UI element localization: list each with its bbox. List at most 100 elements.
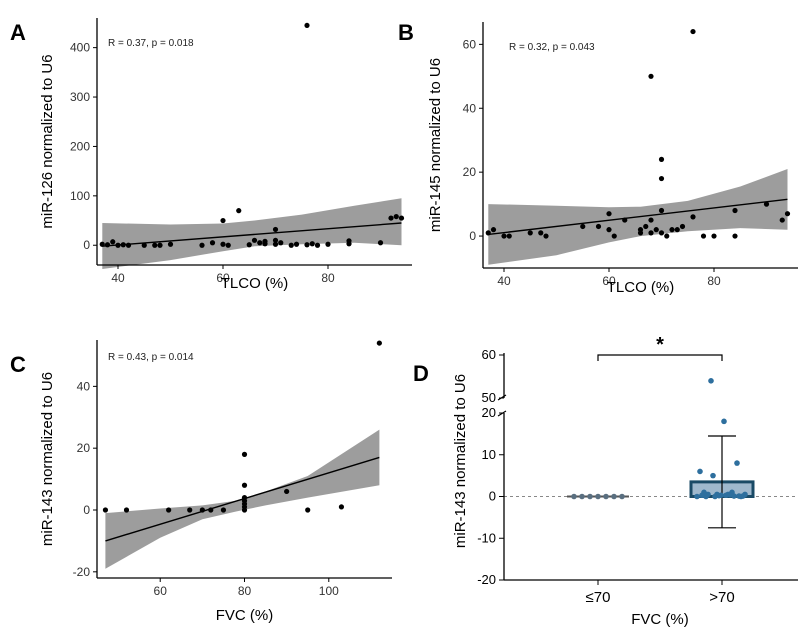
data-point — [490, 227, 497, 233]
y-tick-label: 20 — [463, 165, 477, 179]
data-point — [220, 507, 227, 513]
x-axis-label: TLCO (%) — [221, 275, 289, 292]
y-tick-label: 0 — [83, 503, 90, 517]
group-point — [619, 493, 625, 500]
data-point — [241, 451, 248, 457]
data-point — [220, 217, 226, 224]
data-point — [241, 482, 248, 488]
data-point — [580, 223, 586, 230]
data-point — [346, 238, 352, 244]
data-point — [152, 242, 158, 248]
y-axis-label: miR-126 normalized to U6 — [39, 54, 56, 228]
group-point — [723, 492, 729, 499]
group-point — [736, 493, 742, 499]
group-point — [710, 472, 716, 479]
data-point — [543, 233, 549, 239]
y-tick-label: 50 — [482, 390, 496, 405]
significance-bracket — [597, 354, 723, 361]
data-point — [272, 241, 279, 247]
data-point — [779, 217, 785, 223]
group-point — [697, 468, 703, 475]
stat-label: R = 0.37, p = 0.018 — [108, 38, 194, 49]
y-tick-label: 10 — [482, 447, 496, 462]
data-point — [272, 237, 279, 243]
y-tick-label: 40 — [77, 379, 91, 393]
x-tick-label: 80 — [321, 271, 335, 285]
data-point — [115, 242, 121, 248]
data-point — [653, 227, 659, 233]
y-tick-label: -20 — [73, 565, 91, 579]
group-point — [603, 493, 609, 500]
group-point — [734, 460, 740, 466]
panel-c: 60 80 100 -20 0 20 40 R = 0.43, p = 0.014 FVC (%… — [10, 340, 392, 624]
group-point — [708, 378, 714, 384]
data-point — [711, 233, 717, 239]
x-axis-label: TLCO (%) — [607, 279, 675, 296]
stat-label: R = 0.43, p = 0.014 — [108, 352, 194, 363]
data-point — [637, 230, 644, 236]
data-point — [690, 28, 696, 35]
data-point — [199, 507, 205, 513]
y-tick-label: 100 — [70, 189, 90, 203]
x-tick-label: 60 — [154, 584, 168, 598]
regression-line — [105, 456, 380, 542]
data-point — [272, 226, 279, 233]
data-point — [251, 237, 258, 243]
y-axis-label: miR-145 normalized to U6 — [427, 58, 444, 232]
data-point — [658, 156, 665, 162]
data-point — [102, 507, 109, 513]
y-tick-label: 60 — [482, 347, 496, 362]
data-point — [377, 240, 384, 246]
data-point — [679, 223, 686, 230]
data-point — [485, 230, 491, 236]
data-point — [110, 239, 116, 245]
panel-letter: D — [413, 361, 429, 386]
panel-b: 40 60 80 0 20 40 60 R = 0.32, p = 0.043 TLCO (%)… — [398, 20, 798, 296]
regression-line — [102, 222, 402, 247]
y-tick-label: 300 — [70, 90, 90, 104]
data-point — [501, 233, 507, 239]
data-point — [257, 240, 263, 246]
data-point — [658, 175, 665, 182]
x-tick-label: 40 — [497, 274, 511, 288]
group-point — [611, 493, 617, 500]
data-point — [187, 507, 193, 513]
data-point — [606, 227, 612, 233]
data-point — [141, 242, 147, 248]
data-point — [99, 241, 105, 247]
data-point — [209, 240, 216, 246]
x-tick-label: 100 — [319, 584, 339, 598]
y-axis-label: miR-143 normalized to U6 — [452, 374, 469, 548]
data-point — [225, 242, 231, 248]
data-point — [246, 242, 252, 248]
data-point — [123, 507, 130, 513]
group-point — [595, 493, 601, 500]
x-tick-label: 80 — [707, 274, 721, 288]
panel-letter: A — [10, 20, 26, 45]
data-point — [125, 242, 132, 248]
data-point — [220, 241, 226, 247]
group-point — [571, 493, 577, 500]
data-point — [166, 507, 172, 513]
group-point — [699, 492, 705, 499]
regression-line — [488, 198, 788, 236]
panel-letter: B — [398, 20, 414, 45]
group-point — [712, 493, 718, 500]
data-point — [784, 211, 791, 217]
data-point — [732, 207, 738, 214]
data-point — [643, 223, 649, 230]
data-point — [648, 73, 654, 79]
data-point — [314, 242, 321, 248]
data-point — [648, 217, 654, 223]
data-point — [690, 214, 696, 220]
data-point — [262, 241, 268, 247]
data-point — [538, 230, 544, 236]
data-point — [304, 22, 310, 29]
x-tick-label: 40 — [111, 271, 125, 285]
data-point — [674, 227, 680, 233]
data-point — [763, 201, 770, 207]
data-point — [288, 242, 294, 248]
data-point — [622, 217, 628, 223]
